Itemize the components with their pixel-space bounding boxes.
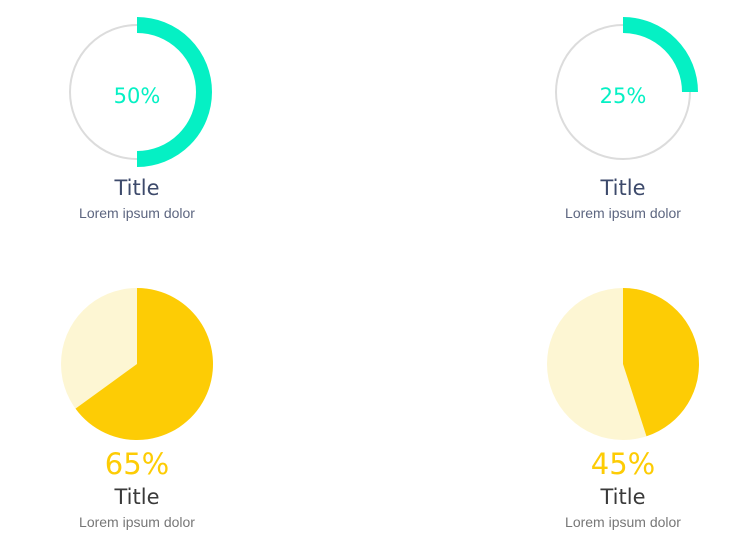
pie-subtitle: Lorem ipsum dolor	[79, 514, 195, 530]
ring-subtitle: Lorem ipsum dolor	[565, 205, 681, 221]
pie-chart-65: 65% Title Lorem ipsum dolor	[47, 280, 227, 540]
pie-chart-45: 45% Title Lorem ipsum dolor	[533, 280, 713, 540]
ring-chart-25: 25% Title Lorem ipsum dolor	[533, 0, 713, 230]
ring-title: Title	[114, 176, 160, 200]
pie-value-slice	[623, 288, 699, 437]
pie-percent-label: 45%	[590, 447, 656, 481]
ring-progress-arc	[622, 17, 698, 93]
pie-chart-svg	[61, 288, 214, 440]
pie-title: Title	[114, 485, 160, 509]
ring-chart-svg	[69, 17, 212, 167]
ring-title: Title	[600, 176, 646, 200]
pie-subtitle: Lorem ipsum dolor	[565, 514, 681, 530]
ring-progress-arc	[136, 17, 212, 167]
ring-percent-label: 50%	[113, 84, 161, 108]
ring-subtitle: Lorem ipsum dolor	[79, 205, 195, 221]
ring-percent-label: 25%	[599, 84, 647, 108]
pie-title: Title	[600, 485, 646, 509]
pie-percent-label: 65%	[104, 447, 170, 481]
ring-chart-50: 50% Title Lorem ipsum dolor	[47, 0, 227, 230]
pie-value-slice	[75, 288, 214, 440]
pie-chart-svg	[547, 288, 699, 440]
ring-chart-svg	[555, 17, 698, 160]
